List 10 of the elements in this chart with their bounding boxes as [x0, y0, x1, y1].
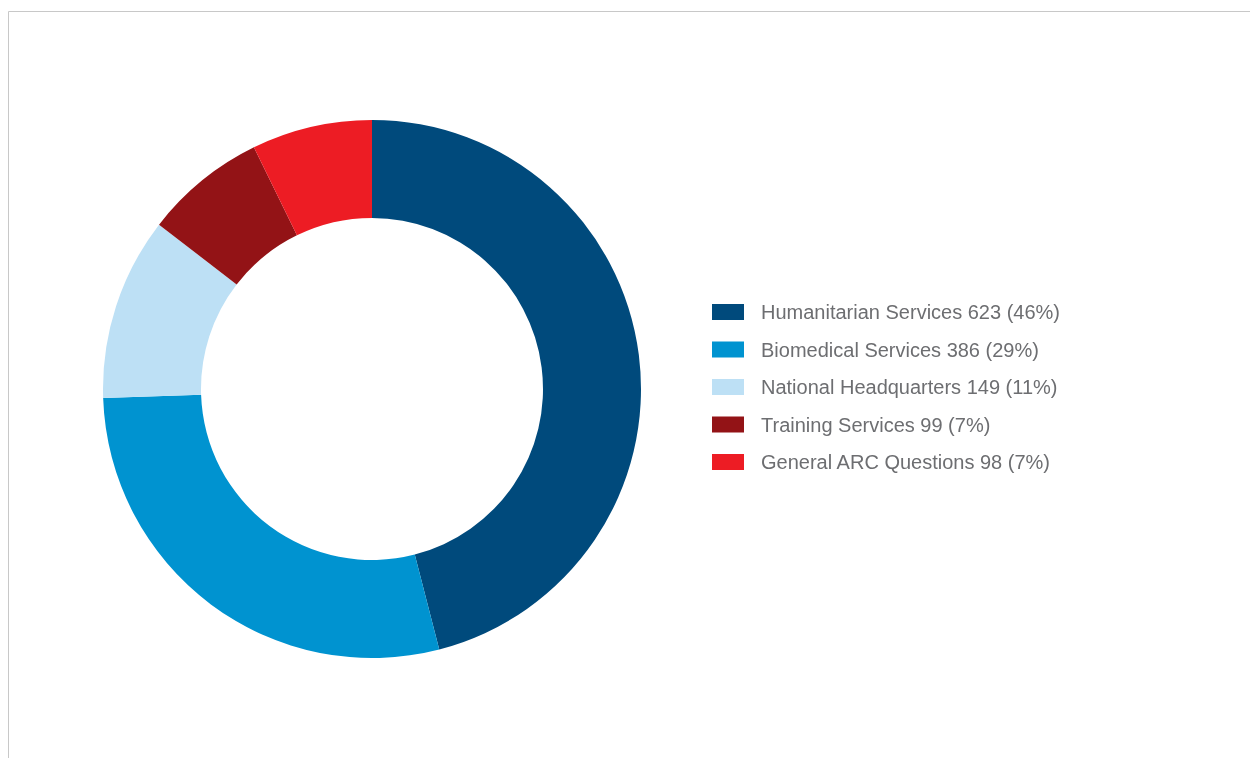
donut-slice — [159, 147, 297, 285]
donut-slice — [103, 394, 440, 658]
donut-slice — [103, 224, 237, 399]
legend-label: National Headquarters 149 (11%) — [761, 376, 1058, 398]
legend-label: General ARC Questions 98 (7%) — [761, 451, 1051, 473]
legend-label: Humanitarian Services 623 (46%) — [761, 301, 1061, 323]
legend-label: Biomedical Services 386 (29%) — [761, 338, 1039, 361]
donut-slice — [253, 120, 372, 236]
legend-label: Training Services 99 (7%) — [761, 413, 991, 436]
donut-slice — [372, 120, 641, 650]
